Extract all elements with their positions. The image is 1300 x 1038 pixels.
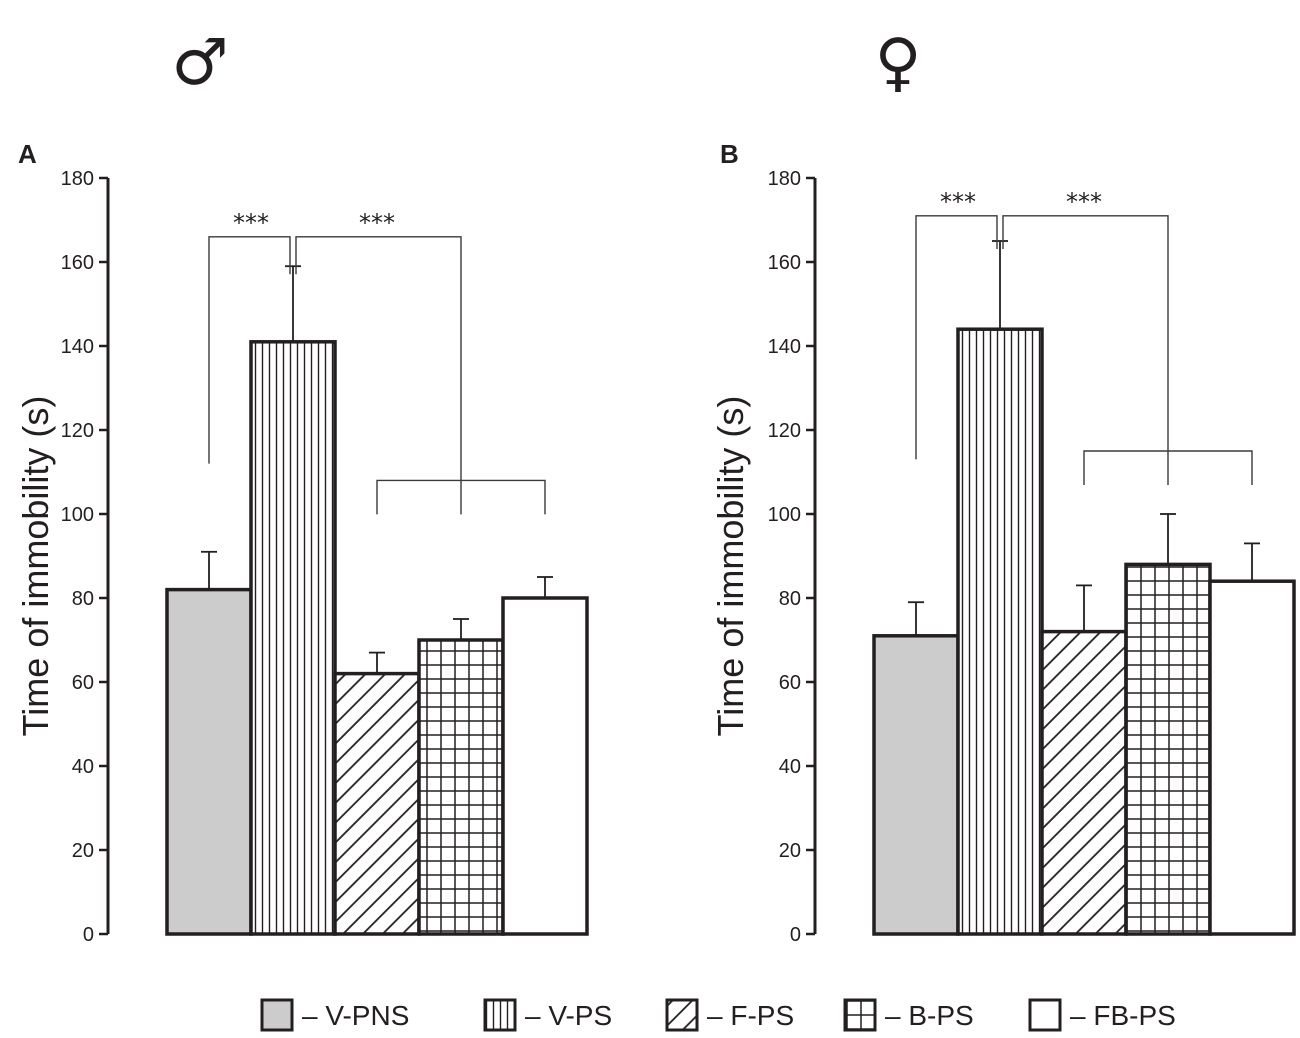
bar-v-ps bbox=[956, 327, 1044, 936]
bar-fb-ps bbox=[501, 596, 589, 936]
significance-label: *** bbox=[359, 209, 395, 237]
y-tick-label: 180 bbox=[768, 168, 801, 190]
sex-symbol: ♂ bbox=[171, 26, 228, 100]
significance-bracket bbox=[208, 236, 291, 464]
y-tick-label: 80 bbox=[779, 588, 801, 610]
y-tick-label: 160 bbox=[61, 252, 94, 274]
y-tick-label: 80 bbox=[72, 588, 94, 610]
panel-b: ♀ B 0 20 40 60 80 100 120 140 160 180 Time of immobi… bbox=[710, 26, 1296, 946]
y-tick-label: 120 bbox=[768, 420, 801, 442]
y-tick-label: 100 bbox=[61, 504, 94, 526]
y-tick-label: 60 bbox=[72, 672, 94, 694]
group-bracket bbox=[376, 479, 546, 515]
significance-label: *** bbox=[940, 188, 976, 216]
bar-fb-ps bbox=[1208, 579, 1296, 936]
y-tick-label: 180 bbox=[61, 168, 94, 190]
significance-label: *** bbox=[1066, 188, 1102, 216]
y-tick-label: 40 bbox=[72, 756, 94, 778]
legend-swatch-fb-ps bbox=[1028, 998, 1062, 1032]
legend-label-fb-ps: – FB-PS bbox=[1070, 1000, 1176, 1031]
y-tick-label: 120 bbox=[61, 420, 94, 442]
legend-swatch-f-ps bbox=[665, 998, 699, 1032]
y-tick-label: 60 bbox=[779, 672, 801, 694]
y-tick-label: 140 bbox=[768, 336, 801, 358]
y-tick-label: 20 bbox=[72, 840, 94, 862]
bar-b-ps bbox=[417, 638, 505, 936]
bar-v-pns bbox=[872, 634, 960, 936]
group-bracket bbox=[1083, 450, 1253, 485]
legend-label-v-ps: – V-PS bbox=[525, 1000, 612, 1031]
legend-label-f-ps: – F-PS bbox=[707, 1000, 794, 1031]
y-tick-label: 140 bbox=[61, 336, 94, 358]
y-tick-label: 40 bbox=[779, 756, 801, 778]
legend-swatch-v-pns bbox=[260, 998, 294, 1032]
panel-a: ♂ A 0 20 40 60 80 100 120 140 160 180 Time of immobi… bbox=[15, 26, 589, 946]
y-axis-label: Time of immobility (s) bbox=[15, 396, 56, 737]
significance-bracket bbox=[1002, 215, 1169, 485]
y-tick-label: 0 bbox=[83, 924, 94, 946]
significance-bracket bbox=[915, 215, 998, 460]
y-tick-label: 20 bbox=[779, 840, 801, 862]
significance-label: *** bbox=[233, 209, 269, 237]
legend-swatch-b-ps bbox=[843, 998, 877, 1032]
sex-symbol: ♀ bbox=[875, 26, 922, 100]
bar-v-ps bbox=[249, 340, 337, 936]
bar-f-ps bbox=[333, 671, 421, 936]
legend: – V-PNS – V-PS – F-PS – B-PS – FB-PS bbox=[260, 998, 1176, 1032]
bar-f-ps bbox=[1040, 629, 1128, 936]
panel-label: A bbox=[18, 139, 37, 169]
y-tick-label: 0 bbox=[790, 924, 801, 946]
significance-bracket bbox=[295, 236, 462, 515]
bar-v-pns bbox=[165, 587, 253, 936]
legend-label-b-ps: – B-PS bbox=[885, 1000, 974, 1031]
y-tick-label: 100 bbox=[768, 504, 801, 526]
y-tick-label: 160 bbox=[768, 252, 801, 274]
legend-label-v-pns: – V-PNS bbox=[302, 1000, 409, 1031]
legend-swatch-v-ps bbox=[483, 998, 517, 1032]
bar-b-ps bbox=[1124, 562, 1212, 936]
y-axis-label: Time of immobility (s) bbox=[710, 396, 751, 737]
panel-label: B bbox=[720, 139, 739, 169]
